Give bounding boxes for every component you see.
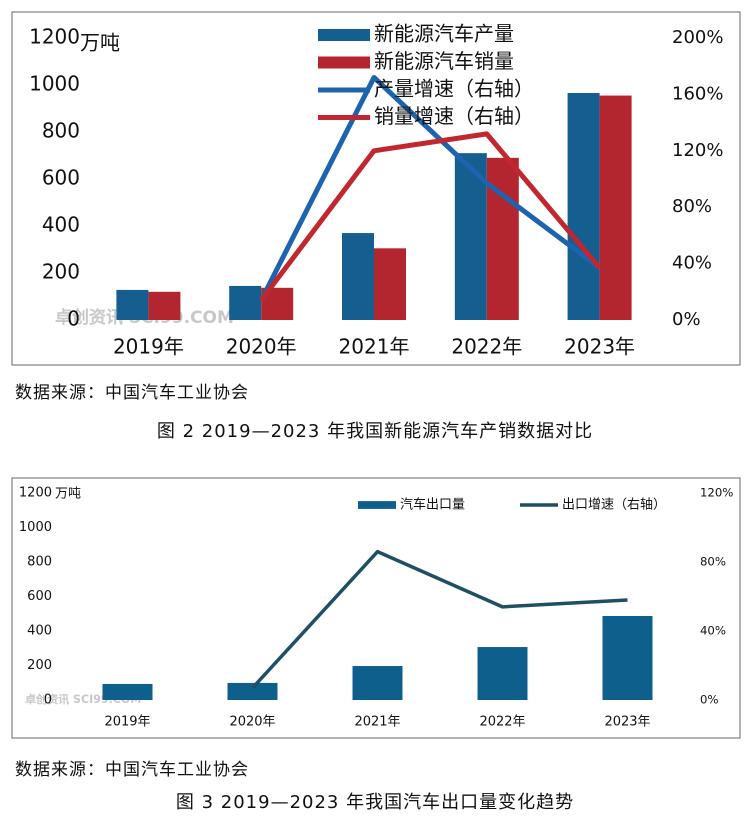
x-tick-label: 2019年	[113, 335, 184, 359]
y-tick-label: 1000	[29, 72, 80, 96]
legend-label: 新能源汽车销量	[374, 49, 514, 73]
y-tick-label: 800	[27, 555, 52, 570]
legend-swatch	[318, 56, 370, 69]
figure-caption: 图 2 2019—2023 年我国新能源汽车产销数据对比	[157, 421, 593, 442]
bar	[602, 615, 653, 700]
y-tick-label: 600	[42, 166, 80, 190]
unit-label: 万吨	[80, 31, 120, 55]
source-note: 数据来源：中国汽车工业协会	[15, 383, 249, 403]
x-tick-label: 2023年	[564, 335, 635, 359]
unit-label: 万吨	[55, 487, 81, 502]
y2-tick-label: 40%	[672, 253, 712, 274]
y-tick-label: 400	[42, 213, 80, 237]
y2-tick-label: 120%	[672, 140, 723, 161]
y-tick-label: 0	[67, 307, 80, 331]
bar	[148, 291, 181, 320]
y-tick-label: 0	[44, 693, 52, 708]
y2-tick-label: 160%	[672, 83, 723, 104]
legend-label: 汽车出口量	[400, 497, 465, 513]
source-note: 数据来源：中国汽车工业协会	[15, 760, 249, 780]
legend-label: 产量增速（右轴）	[374, 77, 534, 101]
y2-tick-label: 120%	[700, 486, 733, 500]
x-tick-label: 2022年	[451, 335, 522, 359]
y-tick-label: 1200	[19, 486, 52, 501]
y2-tick-label: 0%	[700, 693, 719, 707]
bar	[567, 92, 600, 321]
x-tick-label: 2022年	[479, 715, 525, 730]
y-tick-label: 1000	[19, 520, 52, 535]
x-tick-label: 2023年	[604, 715, 650, 730]
x-tick-label: 2020年	[226, 335, 297, 359]
legend-swatch	[358, 501, 396, 509]
bar	[374, 248, 406, 320]
legend-label: 出口增速（右轴）	[562, 498, 666, 513]
y2-tick-label: 80%	[700, 555, 726, 569]
bar	[227, 682, 278, 700]
x-tick-label: 2021年	[354, 715, 400, 730]
y2-tick-label: 0%	[672, 309, 701, 330]
bar	[352, 666, 403, 700]
y-tick-label: 800	[42, 119, 80, 143]
bar	[116, 289, 149, 320]
x-tick-label: 2019年	[104, 715, 150, 730]
bar	[102, 683, 153, 700]
legend-label: 新能源汽车产量	[374, 22, 514, 46]
bar	[229, 285, 262, 320]
legend-label: 销量增速（右轴）	[374, 104, 534, 128]
y-tick-label: 400	[27, 624, 52, 639]
bar	[342, 233, 374, 320]
y2-tick-label: 40%	[700, 624, 726, 638]
legend-swatch	[318, 29, 370, 41]
x-tick-label: 2020年	[229, 715, 275, 730]
y2-tick-label: 200%	[672, 27, 723, 48]
line	[259, 131, 602, 302]
line	[251, 549, 628, 690]
y-tick-label: 200	[42, 260, 80, 284]
bar	[486, 157, 519, 320]
y-tick-label: 200	[27, 658, 52, 673]
bar	[477, 647, 528, 700]
y-tick-label: 600	[27, 589, 52, 604]
line	[258, 74, 602, 302]
figure-caption: 图 3 2019—2023 年我国汽车出口量变化趋势	[176, 792, 574, 813]
x-tick-label: 2021年	[339, 335, 410, 359]
y-tick-label: 1200	[29, 25, 80, 49]
bar	[599, 95, 632, 320]
y2-tick-label: 80%	[672, 196, 712, 217]
